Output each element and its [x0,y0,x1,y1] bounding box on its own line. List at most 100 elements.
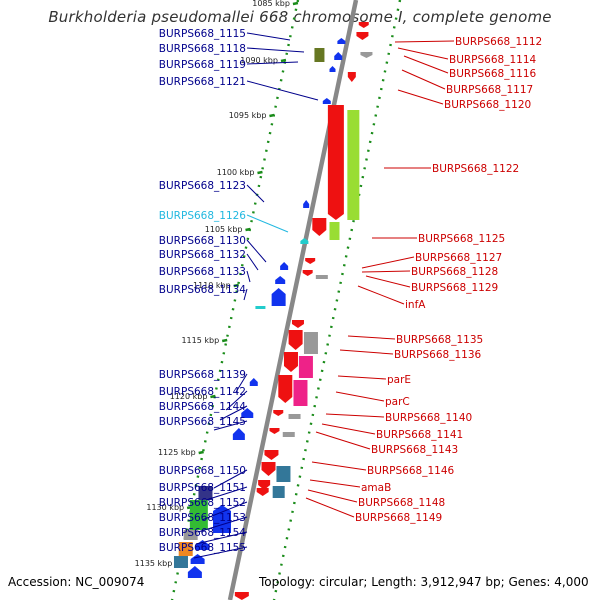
gene-label-left[interactable]: BURPS668_1150 [159,465,246,477]
gene-label-right[interactable]: infA [405,299,426,311]
gene-label-right[interactable]: BURPS668_1136 [394,349,482,361]
gene-label-right[interactable]: BURPS668_1117 [446,84,533,96]
gene-label-left[interactable]: BURPS668_1133 [159,266,246,278]
gene-label-right[interactable]: BURPS668_1143 [371,444,458,456]
gene-feature[interactable] [282,432,295,437]
gene-label-right[interactable]: BURPS668_1114 [449,54,537,66]
gene-feature[interactable] [337,38,346,44]
gene-feature[interactable] [303,332,318,354]
gene-feature[interactable] [283,352,298,372]
gene-label-right[interactable]: BURPS668_1135 [396,334,483,346]
gene-feature[interactable] [334,52,343,60]
gene-label-left[interactable]: BURPS668_1121 [159,76,246,88]
gene-feature[interactable] [300,238,309,244]
gene-label-left[interactable]: BURPS668_1132 [159,249,246,261]
gene-label-right[interactable]: BURPS668_1125 [418,233,505,245]
gene-feature[interactable] [356,32,369,40]
gene-feature[interactable] [322,98,331,104]
gene-label-left[interactable]: BURPS668_1134 [159,284,247,296]
gene-feature[interactable] [178,542,193,556]
gene-label-right[interactable]: BURPS668_1140 [385,412,472,424]
gene-feature[interactable] [329,222,340,240]
gene-feature[interactable] [327,105,344,220]
gene-label-right[interactable]: BURPS668_1120 [444,99,531,111]
gene-feature[interactable] [280,262,289,270]
gene-label-left[interactable]: BURPS668_1154 [159,527,247,539]
gene-feature[interactable] [315,275,328,279]
gene-feature[interactable] [261,462,276,476]
gene-label-right[interactable]: parC [385,396,410,408]
gene-label-left[interactable]: BURPS668_1130 [159,235,246,247]
leader-line [246,253,259,271]
gene-label-left[interactable]: BURPS668_1155 [159,542,246,554]
gene-feature[interactable] [258,480,271,490]
gene-feature[interactable] [276,466,291,482]
gene-feature[interactable] [187,566,202,578]
gene-label-right[interactable]: BURPS668_1122 [432,163,519,175]
leader-line [365,275,411,288]
gene-feature[interactable] [198,486,213,500]
gene-feature[interactable] [232,428,245,440]
gene-feature[interactable] [264,450,279,460]
gene-label-right[interactable]: BURPS668_1128 [411,266,498,278]
genes [173,22,373,600]
gene-feature[interactable] [255,306,266,309]
gene-label-left[interactable]: BURPS668_1118 [159,43,246,55]
gene-feature[interactable] [269,428,280,434]
gene-label-right[interactable]: BURPS668_1116 [449,68,537,80]
gene-feature[interactable] [288,414,301,419]
gene-feature[interactable] [241,408,254,418]
gene-feature[interactable] [272,486,285,498]
gene-label-right[interactable]: BURPS668_1141 [376,429,463,441]
gene-label-left[interactable]: BURPS668_1151 [159,482,246,494]
gene-feature[interactable] [305,258,316,264]
gene-label-right[interactable]: BURPS668_1148 [358,497,445,509]
gene-feature[interactable] [312,218,327,236]
gene-label-right[interactable]: amaB [361,482,391,494]
gene-feature[interactable] [275,276,286,284]
gene-feature[interactable] [302,270,313,276]
gene-feature[interactable] [303,200,310,208]
leader-line [397,89,444,105]
gene-label-right[interactable]: BURPS668_1112 [455,36,542,48]
gene-feature[interactable] [314,48,325,62]
gene-label-left[interactable]: BURPS668_1139 [159,369,246,381]
kbp-label: 1085 kbp [252,0,290,8]
leader-line [246,32,291,41]
gene-label-left[interactable]: BURPS668_1145 [159,416,246,428]
gene-feature[interactable] [183,530,198,540]
backbone [227,0,359,600]
gene-label-right[interactable]: BURPS668_1149 [355,512,442,524]
gene-feature[interactable] [291,320,304,328]
gene-feature[interactable] [293,380,308,406]
gene-label-right[interactable]: BURPS668_1146 [367,465,455,477]
gene-label-left[interactable]: BURPS668_1142 [159,386,246,398]
gene-label-right[interactable]: BURPS668_1127 [415,252,502,264]
gene-feature[interactable] [288,330,303,350]
gene-feature[interactable] [271,288,286,306]
gene-feature[interactable] [249,378,258,386]
gene-label-left[interactable]: BURPS668_1144 [159,401,247,413]
gene-feature[interactable] [298,356,313,378]
gene-label-left[interactable]: BURPS668_1115 [159,28,246,40]
gene-feature[interactable] [347,72,356,82]
leader-line [397,47,449,60]
gene-feature[interactable] [256,488,269,496]
gene-feature[interactable] [189,500,208,530]
gene-label-left[interactable]: BURPS668_1152 [159,497,246,509]
gene-feature[interactable] [358,22,369,28]
gene-feature[interactable] [278,375,293,403]
gene-label-left[interactable]: BURPS668_1119 [159,59,246,71]
gene-feature[interactable] [360,52,373,58]
gene-label-left[interactable]: BURPS668_1123 [159,180,246,192]
gene-label-right[interactable]: BURPS668_1129 [411,282,498,294]
gene-feature[interactable] [195,540,210,550]
gene-feature[interactable] [329,66,336,72]
gene-label-left[interactable]: BURPS668_1126 [159,210,247,222]
gene-label-left[interactable]: BURPS668_1153 [159,512,246,524]
gene-feature[interactable] [347,110,360,220]
gene-feature[interactable] [273,410,284,416]
gene-feature[interactable] [173,556,188,568]
gene-label-right[interactable]: parE [387,374,411,386]
gene-feature[interactable] [234,592,249,600]
